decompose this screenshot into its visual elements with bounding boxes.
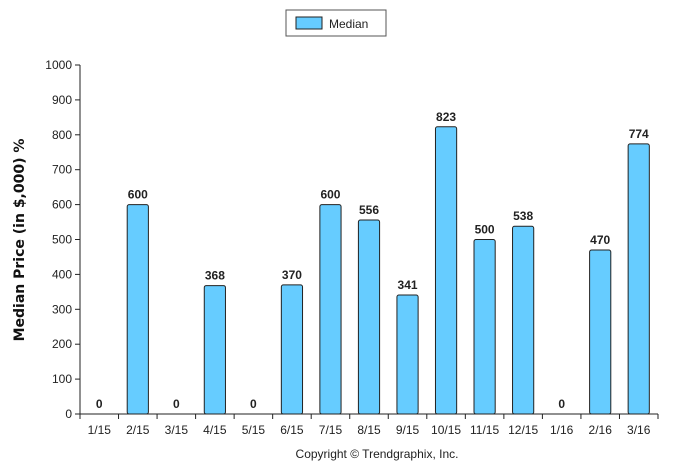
bar (203, 285, 226, 415)
bar (473, 239, 496, 415)
x-tick-label: 7/15 (319, 423, 343, 437)
data-label: 600 (320, 188, 340, 202)
legend-label: Median (329, 17, 368, 31)
y-tick-label: 1000 (45, 58, 72, 72)
x-tick-label: 2/16 (589, 423, 613, 437)
copyright-text: Copyright © Trendgraphix, Inc. (296, 447, 459, 461)
bar (280, 284, 304, 415)
y-tick-label: 500 (52, 233, 72, 247)
x-tick-label: 3/15 (165, 423, 189, 437)
y-tick-label: 800 (52, 128, 72, 142)
bar (126, 204, 149, 415)
y-axis: 0 100 200 300 400 500 600 700 800 900 1000 (45, 58, 81, 421)
data-label: 823 (436, 110, 456, 124)
x-tick-label: 3/16 (627, 423, 651, 437)
bars: 0 600 0 368 0 370 600 556 341 823 500 538 0 470 774 (96, 110, 650, 415)
bar (512, 225, 535, 415)
y-tick-label: 200 (52, 337, 72, 351)
x-tick-label: 5/15 (242, 423, 266, 437)
x-tick-label: 10/15 (431, 423, 461, 437)
x-tick-label: 11/15 (470, 423, 499, 437)
data-label: 538 (513, 209, 533, 223)
legend-swatch (295, 16, 323, 30)
y-tick-label: 600 (52, 198, 72, 212)
x-tick-label: 6/15 (280, 423, 304, 437)
y-tick-label: 300 (52, 302, 72, 316)
y-tick-label: 400 (52, 267, 72, 281)
x-tick-label: 12/15 (508, 423, 538, 437)
x-tick-label: 1/15 (88, 423, 112, 437)
data-label: 341 (398, 278, 418, 292)
bar (396, 294, 419, 415)
data-label: 500 (475, 223, 495, 237)
bar (319, 204, 342, 415)
data-label: 0 (173, 397, 180, 411)
bar (627, 143, 650, 415)
data-label: 368 (205, 269, 225, 283)
y-axis-title: Median Price (in $,000) % (12, 139, 28, 342)
data-label: 600 (128, 188, 148, 202)
data-label: 774 (629, 127, 649, 141)
data-label: 0 (250, 397, 257, 411)
x-axis: 1/15 2/15 3/15 4/15 5/15 6/15 7/15 8/15 9/15 10/1… (79, 413, 659, 437)
data-label: 0 (96, 397, 103, 411)
legend: Median (285, 9, 387, 37)
y-tick-label: 900 (52, 93, 72, 107)
y-tick-label: 100 (52, 372, 72, 386)
data-label: 470 (590, 233, 610, 247)
x-tick-label: 9/15 (396, 423, 420, 437)
bar (357, 219, 381, 415)
y-tick-label: 0 (65, 407, 72, 421)
x-tick-label: 8/15 (357, 423, 381, 437)
y-tick-label: 700 (52, 163, 72, 177)
data-label: 0 (558, 397, 565, 411)
data-label: 556 (359, 203, 379, 217)
bar (434, 126, 458, 415)
data-label: 370 (282, 268, 302, 282)
x-tick-label: 2/15 (126, 423, 150, 437)
x-tick-label: 4/15 (203, 423, 227, 437)
bar (589, 249, 612, 415)
x-tick-label: 1/16 (550, 423, 574, 437)
